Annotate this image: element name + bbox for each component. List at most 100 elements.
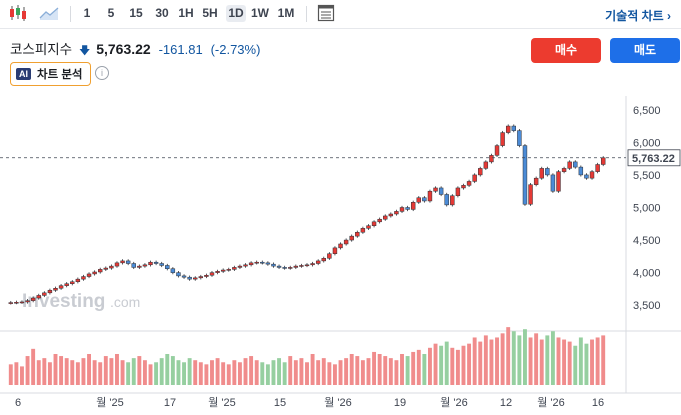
candle-body	[539, 168, 544, 179]
candle-body	[260, 261, 265, 264]
candle-body	[360, 228, 366, 233]
y-tick-label: 4,500	[633, 235, 661, 247]
candle-body	[282, 267, 287, 269]
volume-bar	[25, 356, 30, 385]
volume-bar	[265, 364, 270, 385]
x-tick-label: 월 '25	[96, 396, 124, 409]
info-icon[interactable]: i	[95, 66, 109, 80]
candle-body	[371, 221, 377, 226]
volume-bar	[355, 356, 360, 385]
volume-bar	[254, 360, 259, 385]
volume-bar	[260, 362, 265, 385]
candle-body	[265, 262, 271, 265]
x-tick-label: 월 '26	[537, 396, 565, 409]
x-tick-label: 월 '25	[208, 396, 236, 409]
volume-bar	[444, 341, 449, 385]
candle-body	[377, 218, 382, 223]
volume-bar	[182, 362, 187, 385]
candle-body	[444, 194, 449, 206]
y-tick-label: 4,000	[633, 268, 661, 280]
chart-toolbar: 1 5 15 30 1H 5H 1D 1W 1M 기술적 차트 ›	[0, 0, 681, 29]
volume-bar	[377, 354, 382, 385]
volume-bar	[36, 360, 41, 385]
volume-bar	[495, 337, 499, 385]
volume-bar	[299, 358, 304, 385]
volume-bar	[87, 354, 91, 385]
candle-body	[215, 271, 220, 273]
candle-body	[299, 265, 304, 267]
volume-bar	[271, 360, 276, 385]
volume-bar	[47, 362, 52, 385]
volume-bar	[349, 354, 354, 385]
candle-body	[600, 157, 606, 165]
interval-5h[interactable]: 5H	[202, 6, 218, 20]
volume-bar	[115, 354, 119, 385]
x-tick-label: 월 '26	[440, 396, 468, 409]
volume-bar	[282, 362, 287, 385]
volume-bar	[467, 343, 472, 385]
candle-body	[573, 161, 578, 168]
candle-body	[338, 243, 343, 249]
candle-body	[271, 263, 276, 267]
x-tick-label: 6	[15, 397, 21, 409]
instrument-header: 코스피지수 🡇 5,763.22 -161.81 (-2.73%)	[10, 38, 260, 61]
candle-body	[550, 174, 556, 192]
volume-bar	[578, 337, 583, 385]
price-chart[interactable]: Investing .com 6,500 6,000 5,500 5,000 4,500 4…	[0, 96, 681, 415]
interval-1[interactable]: 1	[83, 6, 91, 20]
candle-body	[137, 265, 142, 268]
interval-1h[interactable]: 1H	[178, 6, 194, 20]
volume-bar	[500, 333, 505, 385]
candle-body	[243, 264, 248, 267]
interval-1w[interactable]: 1W	[251, 6, 269, 20]
candle-body	[410, 202, 416, 210]
volume-bar	[103, 356, 108, 385]
volume-bar	[126, 362, 131, 385]
buy-button[interactable]: 매수	[531, 38, 601, 63]
candle-body	[483, 161, 489, 169]
candle-body	[109, 265, 114, 269]
volume-bar	[360, 360, 365, 385]
technical-chart-link[interactable]: 기술적 차트 ›	[605, 7, 671, 24]
y-tick-label: 6,000	[633, 137, 661, 149]
candle-body	[578, 166, 584, 176]
volume-bar	[310, 354, 315, 385]
interval-5[interactable]: 5	[107, 6, 115, 20]
volume-bar	[81, 358, 86, 385]
candle-body	[383, 215, 388, 220]
volume-bar	[550, 331, 555, 385]
volume-bar	[165, 354, 170, 385]
candle-body	[517, 130, 522, 146]
volume-bar	[305, 362, 309, 385]
volume-bar	[483, 335, 488, 385]
x-tick-label: 17	[164, 397, 176, 409]
volume-bar	[148, 364, 153, 385]
candle-body	[321, 258, 326, 262]
candle-body	[327, 253, 332, 259]
candle-body	[399, 207, 405, 212]
ai-chart-analysis-button[interactable]: AI 차트 분석	[10, 62, 91, 86]
interval-30[interactable]: 30	[155, 6, 169, 20]
volume-bar	[277, 358, 282, 385]
area-chart-icon[interactable]	[38, 4, 60, 27]
indicators-icon[interactable]	[317, 4, 335, 27]
volume-bar	[20, 366, 24, 385]
candle-body	[567, 161, 572, 169]
volume-bar	[422, 354, 427, 385]
candle-body	[70, 281, 75, 284]
sell-button[interactable]: 매도	[610, 38, 680, 63]
interval-15[interactable]: 15	[129, 6, 143, 20]
interval-1m[interactable]: 1M	[277, 6, 295, 20]
volume-bar	[31, 348, 36, 385]
last-price-label: 5,763.22	[632, 153, 675, 165]
candle-body	[505, 125, 511, 133]
interval-1d[interactable]: 1D	[226, 5, 246, 22]
candle-body	[131, 263, 136, 268]
volume-bar	[556, 337, 561, 385]
volume-bar	[198, 362, 203, 385]
price-change: -161.81	[158, 42, 203, 57]
volume-bar	[75, 362, 80, 385]
volume-bar	[416, 349, 421, 385]
candle-body	[315, 260, 321, 264]
candlestick-icon[interactable]	[8, 4, 28, 27]
